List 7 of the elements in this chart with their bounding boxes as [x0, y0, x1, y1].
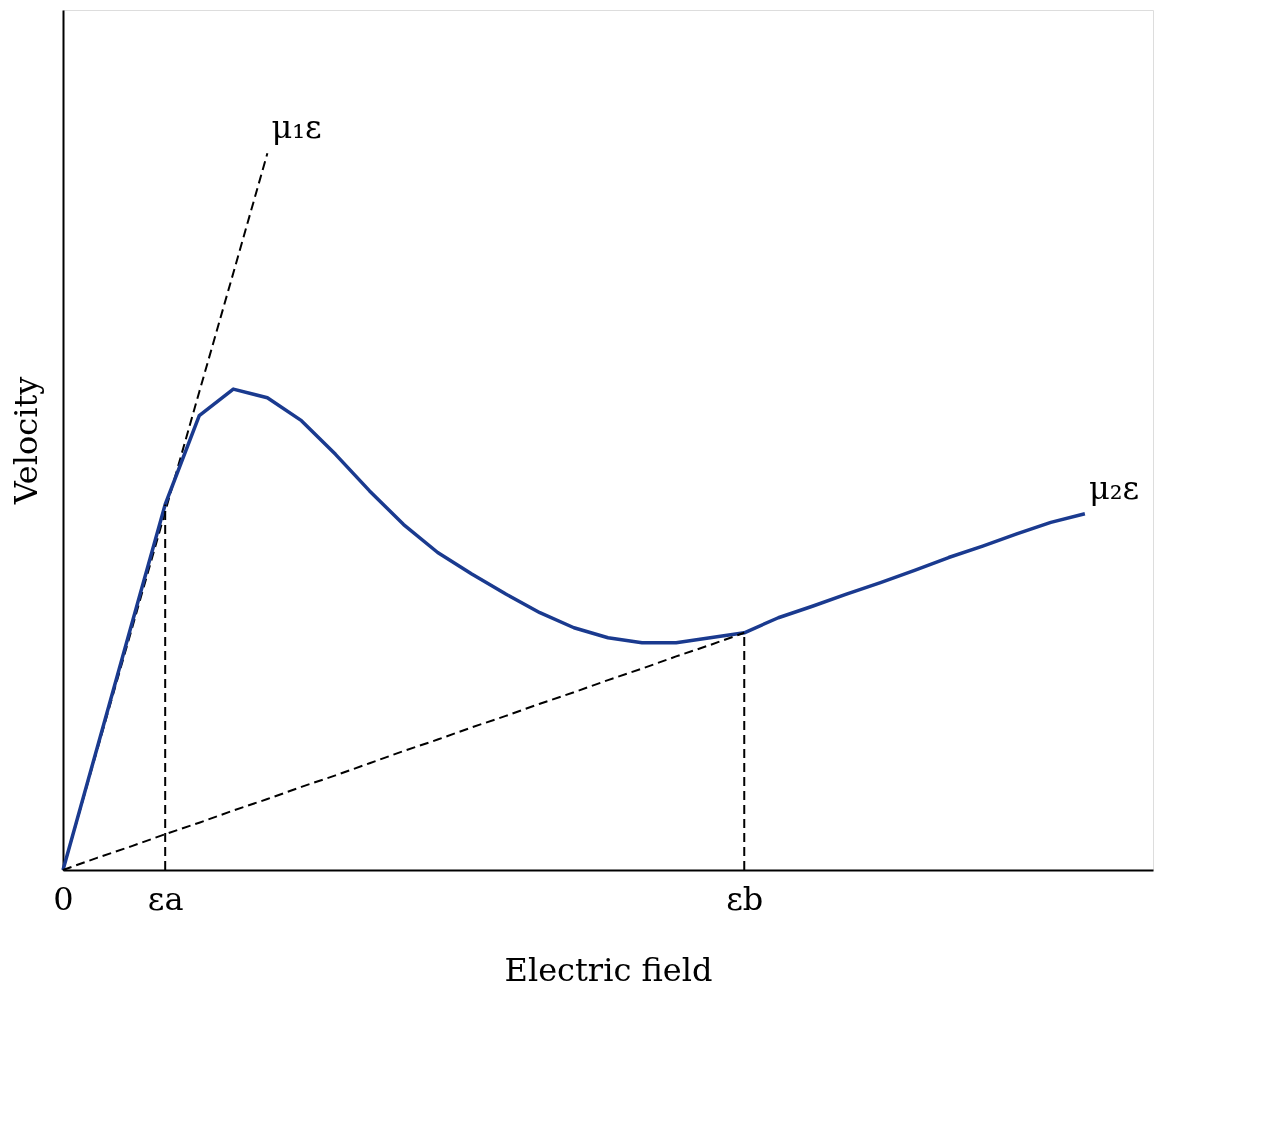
series-label: μ₁ε — [271, 108, 322, 147]
y-axis-title: Velocity — [6, 376, 45, 506]
series-label: μ₂ε — [1088, 468, 1140, 507]
x-tick-label: 0 — [53, 879, 74, 918]
x-tick-label: εb — [726, 879, 764, 918]
x-axis-title: Electric field — [504, 950, 713, 989]
x-tick-label: εa — [147, 879, 184, 918]
